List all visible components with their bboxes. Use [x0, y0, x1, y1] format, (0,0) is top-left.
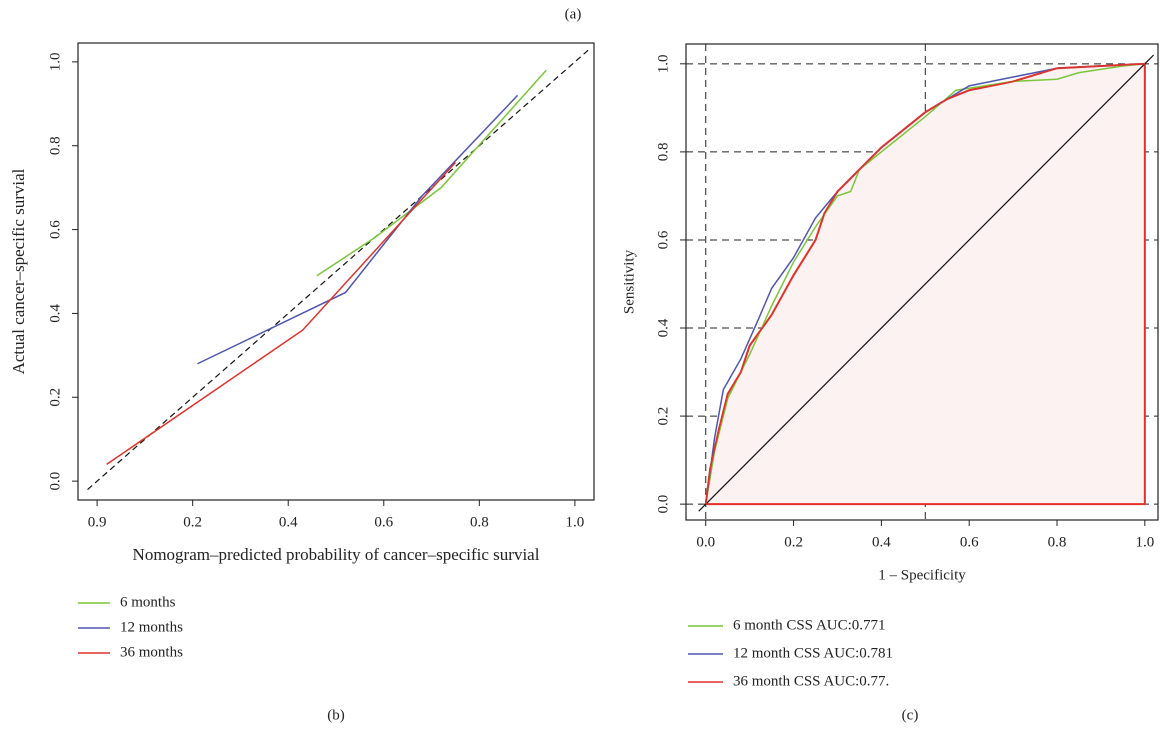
legend-label: 12 months [120, 619, 183, 635]
x-tick-label: 1.0 [1135, 534, 1154, 550]
x-tick-label: 0.6 [374, 514, 393, 530]
x-tick-label: 0.9 [88, 514, 107, 530]
y-tick-label: 0.2 [655, 407, 671, 426]
panel-label: (b) [327, 707, 345, 723]
y-tick-label: 0.4 [655, 318, 671, 337]
x-tick-label: 1.0 [566, 514, 585, 530]
x-tick-label: 0.2 [784, 534, 803, 550]
panel-label: (c) [902, 707, 919, 723]
y-tick-label: 0.6 [655, 230, 671, 249]
y-tick-label: 0.0 [47, 472, 63, 491]
series-line [316, 69, 547, 277]
x-axis-label: Nomogram–predicted probability of cancer… [133, 545, 540, 564]
plot-frame [77, 42, 595, 501]
legend-label: 6 months [120, 594, 176, 610]
y-tick-label: 0.8 [47, 136, 63, 155]
y-axis-label: Sensitivity [621, 249, 637, 314]
figure-label: (a) [565, 6, 582, 22]
y-tick-label: 0.4 [47, 304, 63, 323]
x-tick-label: 0.8 [470, 514, 489, 530]
x-tick-label: 0.0 [696, 534, 715, 550]
legend-label: 36 months [120, 644, 183, 660]
y-tick-label: 1.0 [47, 52, 63, 71]
y-tick-label: 0.0 [655, 495, 671, 514]
diagonal-line [87, 48, 590, 490]
series-line [197, 94, 519, 365]
legend-label: 36 month CSS AUC:0.77. [733, 673, 889, 689]
y-tick-label: 0.6 [47, 220, 63, 239]
x-axis-label: 1 – Specificity [878, 567, 966, 583]
y-tick-label: 1.0 [655, 54, 671, 73]
y-tick-label: 0.8 [655, 143, 671, 162]
series-line [705, 63, 1145, 505]
series-line [705, 63, 1145, 505]
x-tick-label: 0.6 [960, 534, 979, 550]
x-tick-label: 0.4 [872, 534, 891, 550]
plot-frame [685, 43, 1159, 521]
legend-label: 6 month CSS AUC:0.771 [733, 617, 886, 633]
legend-label: 12 month CSS AUC:0.781 [733, 645, 893, 661]
x-tick-label: 0.2 [183, 514, 202, 530]
diagonal-line [698, 54, 1155, 512]
series-line [705, 63, 1145, 505]
x-tick-label: 0.4 [279, 514, 298, 530]
x-tick-label: 0.8 [1048, 534, 1067, 550]
y-tick-label: 0.2 [47, 388, 63, 407]
series-line [106, 161, 456, 465]
y-axis-label: Actual cancer–specific survial [9, 168, 28, 374]
